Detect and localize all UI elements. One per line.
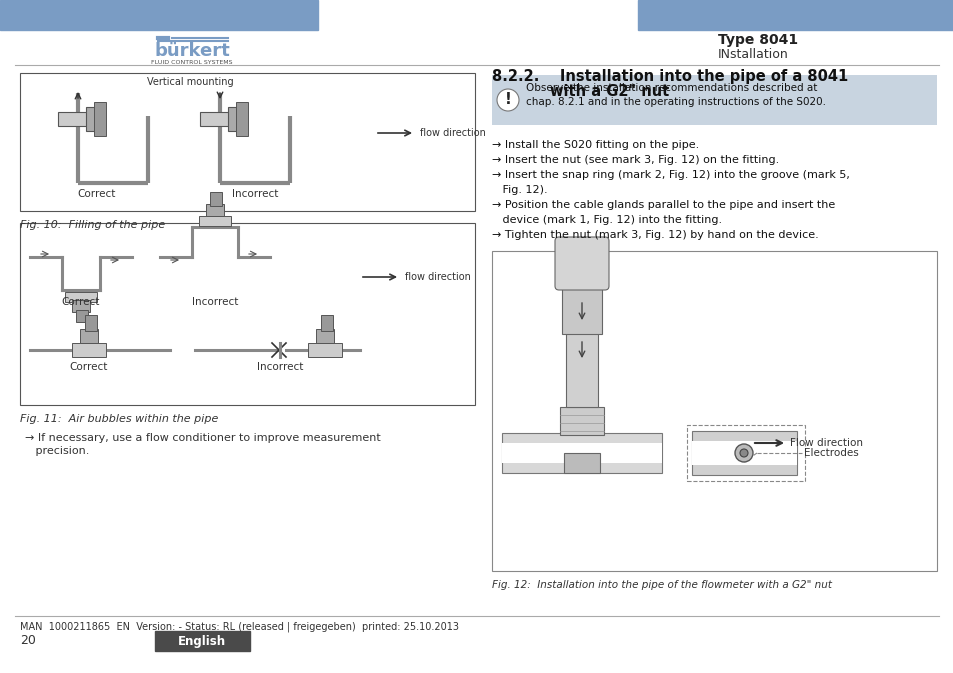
Text: Fig. 10:  Filling of the pipe: Fig. 10: Filling of the pipe — [20, 220, 165, 230]
Text: → Insert the snap ring (mark 2, Fig. 12) into the groove (mark 5,: → Insert the snap ring (mark 2, Fig. 12)… — [492, 170, 849, 180]
Bar — [561, 284, 601, 334]
Bar — [308, 343, 341, 357]
Text: Observe the installation recommendations described at: Observe the installation recommendations… — [525, 83, 817, 93]
Text: → If necessary, use a flow conditioner to improve measurement: → If necessary, use a flow conditioner t… — [25, 433, 380, 443]
Bar — [492, 75, 936, 125]
Text: → Position the cable glands parallel to the pipe and insert the: → Position the cable glands parallel to … — [492, 200, 835, 210]
Text: → Insert the nut (see mark 3, Fig. 12) on the fitting.: → Insert the nut (see mark 3, Fig. 12) o… — [492, 155, 779, 165]
Text: Fig. 11:  Air bubbles within the pipe: Fig. 11: Air bubbles within the pipe — [20, 414, 218, 424]
Text: Vertical mounting: Vertical mounting — [147, 77, 233, 87]
Bar — [501, 443, 661, 463]
Bar — [210, 192, 222, 206]
Text: Fig. 12).: Fig. 12). — [492, 185, 547, 195]
Text: → Tighten the nut (mark 3, Fig. 12) by hand on the device.: → Tighten the nut (mark 3, Fig. 12) by h… — [492, 230, 818, 240]
Text: with a G2" nut: with a G2" nut — [550, 83, 669, 98]
Bar — [501, 433, 661, 473]
Bar — [71, 300, 90, 312]
Bar — [20, 73, 475, 211]
Bar — [0, 0, 317, 30]
Text: device (mark 1, Fig. 12) into the fitting.: device (mark 1, Fig. 12) into the fittin… — [492, 215, 721, 225]
Text: INstallation: INstallation — [718, 48, 788, 61]
Text: Flow direction: Flow direction — [789, 438, 862, 448]
Bar — [235, 102, 248, 136]
Bar — [86, 107, 102, 131]
Bar — [638, 0, 953, 30]
Bar — [565, 332, 598, 407]
Text: Fig. 12:  Installation into the pipe of the flowmeter with a G2" nut: Fig. 12: Installation into the pipe of t… — [492, 580, 831, 590]
Bar — [200, 112, 237, 126]
Text: Correct: Correct — [62, 297, 100, 307]
Text: precision.: precision. — [25, 446, 90, 456]
Circle shape — [740, 449, 747, 457]
Bar — [320, 315, 333, 331]
Text: Incorrect: Incorrect — [256, 362, 303, 372]
Bar — [691, 441, 796, 465]
Bar — [206, 204, 224, 216]
Bar — [80, 329, 98, 343]
Text: Correct: Correct — [70, 362, 108, 372]
Bar — [315, 329, 334, 343]
Circle shape — [497, 89, 518, 111]
Text: English: English — [178, 635, 226, 647]
Bar — [58, 112, 96, 126]
Text: flow direction: flow direction — [405, 272, 471, 282]
Text: Electrodes: Electrodes — [803, 448, 858, 458]
Bar — [154, 631, 250, 651]
Text: → Install the S020 fitting on the pipe.: → Install the S020 fitting on the pipe. — [492, 140, 699, 150]
Text: chap. 8.2.1 and in the operating instructions of the S020.: chap. 8.2.1 and in the operating instruc… — [525, 97, 825, 107]
Text: Incorrect: Incorrect — [192, 297, 238, 307]
Bar — [94, 102, 106, 136]
Text: 8.2.2.    Installation into the pipe of a 8041: 8.2.2. Installation into the pipe of a 8… — [492, 69, 847, 85]
Bar — [559, 407, 603, 435]
Bar — [686, 425, 804, 481]
Bar — [85, 315, 97, 331]
Bar — [492, 251, 936, 571]
Text: Incorrect: Incorrect — [232, 189, 278, 199]
Text: Type 8041: Type 8041 — [718, 33, 798, 47]
Bar — [228, 107, 244, 131]
Text: flow direction: flow direction — [419, 128, 485, 138]
Text: !: ! — [504, 92, 511, 108]
Bar — [65, 292, 97, 302]
Text: Correct: Correct — [78, 189, 116, 199]
Circle shape — [734, 444, 752, 462]
Bar — [20, 223, 475, 405]
Bar — [563, 453, 599, 473]
Text: MAN  1000211865  EN  Version: - Status: RL (released | freigegeben)  printed: 25: MAN 1000211865 EN Version: - Status: RL … — [20, 622, 458, 632]
Text: 20: 20 — [20, 635, 36, 647]
Bar — [71, 343, 106, 357]
Bar — [76, 310, 88, 322]
Bar — [199, 216, 231, 226]
FancyBboxPatch shape — [555, 237, 608, 290]
Bar — [691, 431, 796, 475]
Text: bürkert: bürkert — [154, 42, 230, 60]
Text: FLUID CONTROL SYSTEMS: FLUID CONTROL SYSTEMS — [152, 59, 233, 65]
